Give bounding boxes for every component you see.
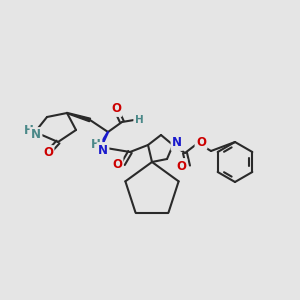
- Text: O: O: [176, 160, 186, 172]
- Text: O: O: [112, 158, 122, 170]
- Text: O: O: [43, 146, 53, 160]
- Polygon shape: [67, 112, 91, 122]
- Text: H: H: [135, 115, 143, 125]
- Text: H: H: [91, 139, 101, 152]
- Text: N: N: [172, 136, 182, 149]
- Text: O: O: [196, 136, 206, 148]
- Polygon shape: [99, 132, 108, 148]
- Text: H: H: [24, 124, 34, 137]
- Text: N: N: [98, 143, 108, 157]
- Text: O: O: [111, 103, 121, 116]
- Text: N: N: [31, 128, 41, 142]
